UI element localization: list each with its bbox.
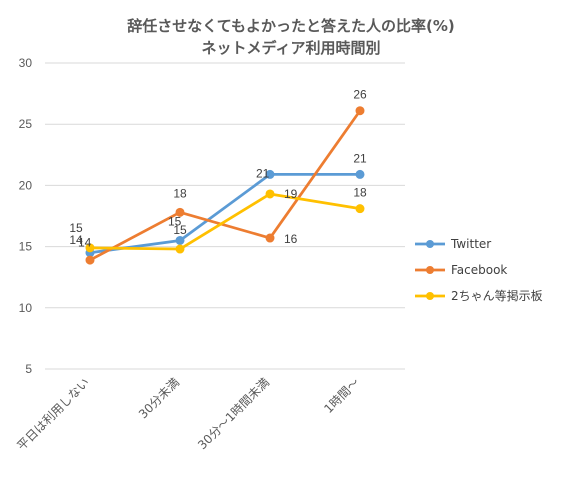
legend-entry: 2ちゃん等掲示板	[451, 288, 543, 303]
series-line	[88, 173, 362, 255]
legend: Twitter Facebook 2ちゃん等掲示板	[415, 237, 543, 303]
data-point	[175, 244, 185, 254]
y-tick-label: 20	[19, 178, 33, 192]
data-point	[175, 207, 185, 217]
data-label: 15	[69, 221, 83, 235]
data-label: 18	[353, 186, 367, 200]
y-tick-label: 15	[19, 240, 33, 254]
series-lines	[85, 106, 365, 265]
legend-entry: Twitter	[450, 237, 491, 251]
y-tick-label: 25	[19, 117, 33, 131]
legend-marker	[426, 292, 434, 300]
legend-marker	[426, 266, 434, 274]
y-tick-label: 30	[19, 56, 33, 70]
data-label: 16	[284, 232, 298, 246]
y-tick-label: 5	[25, 362, 32, 376]
data-label: 21	[353, 151, 367, 165]
data-label: 14	[69, 233, 83, 247]
x-tick-label: 30分未満	[136, 375, 182, 421]
data-point	[85, 255, 95, 265]
legend-entry: Facebook	[451, 263, 507, 277]
x-axis-ticks: 平日は利用しない 30分未満 30分～1時間未満 1時間～	[14, 375, 362, 453]
data-label: 14	[78, 236, 92, 250]
legend-marker	[426, 240, 434, 248]
data-label: 15	[173, 223, 187, 237]
series-line	[88, 109, 362, 262]
chart-title: 辞任させなくてもよかったと答えた人の比率(%)	[127, 17, 455, 35]
data-label: 18	[173, 186, 187, 200]
data-point	[355, 106, 365, 116]
x-tick-label: 30分～1時間未満	[195, 375, 272, 452]
data-point	[85, 243, 95, 253]
data-label: 26	[353, 88, 367, 102]
x-tick-label: 1時間～	[321, 375, 362, 416]
data-point	[265, 169, 275, 179]
data-point	[355, 169, 365, 179]
series-line	[88, 192, 362, 251]
data-label: 15	[168, 214, 182, 228]
data-point	[355, 204, 365, 214]
y-tick-label: 10	[19, 301, 33, 315]
gridlines	[45, 62, 405, 370]
data-point	[175, 235, 185, 245]
y-axis-ticks: 5 10 15 20 25 30	[19, 56, 33, 376]
chart-subtitle: ネットメディア利用時間別	[202, 39, 381, 57]
data-label: 19	[284, 187, 298, 201]
x-tick-label: 平日は利用しない	[14, 375, 92, 453]
data-label: 21	[256, 166, 270, 180]
data-point	[265, 233, 275, 243]
data-point	[265, 189, 275, 199]
